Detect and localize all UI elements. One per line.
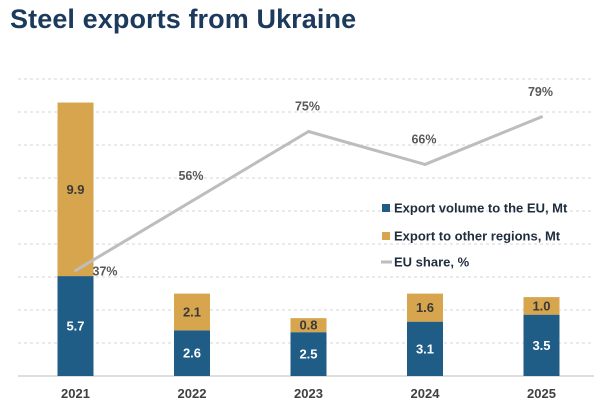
bar-eu-2021 (57, 276, 94, 376)
bar-other-2023 (290, 318, 327, 333)
data-labels: 5.7 9.9 2.6 2.1 2.5 0.8 3.1 1.6 3.5 1.0 37% 56% 75% 6… (66, 85, 553, 362)
legend-label: Export volume to the EU, Mt (394, 201, 568, 216)
bar-label-other-2021: 9.9 (66, 182, 84, 197)
eu-share-label-2024: 66% (411, 132, 436, 146)
eu-share-point-2024 (423, 162, 427, 166)
bar-eu-2022 (174, 330, 210, 376)
legend-item-eu-share: EU share, % (381, 255, 470, 270)
x-tick-2021: 2021 (61, 386, 90, 401)
legend-swatch (382, 232, 390, 240)
eu-share-label-2025: 79% (528, 85, 553, 99)
legend-swatch (382, 204, 390, 212)
bar-series (57, 102, 560, 376)
eu-share-label-2022: 56% (178, 169, 203, 183)
x-axis-ticks: 2021 2022 2023 2024 2025 (61, 386, 556, 401)
eu-share-point-2023 (307, 130, 310, 133)
eu-share-label-2021: 37% (93, 265, 118, 279)
legend-item-eu-volume: Export volume to the EU, Mt (382, 201, 568, 216)
legend-label: Export to other regions, Mt (394, 229, 561, 244)
x-tick-2023: 2023 (294, 386, 323, 401)
bar-label-eu-2021: 5.7 (66, 319, 84, 334)
eu-share-line (74, 115, 543, 273)
legend-label: EU share, % (394, 255, 470, 270)
bar-label-other-2025: 1.0 (532, 298, 550, 313)
x-tick-2022: 2022 (178, 386, 207, 401)
bar-label-eu-2022: 2.6 (183, 346, 201, 361)
bar-eu-2024 (407, 321, 443, 376)
eu-share-point-2021 (74, 269, 77, 273)
x-tick-2025: 2025 (527, 386, 556, 401)
bar-other-2024 (407, 293, 443, 322)
chart-title: Steel exports from Ukraine (10, 4, 357, 34)
bar-other-2021 (57, 102, 94, 277)
bar-label-eu-2023: 2.5 (299, 347, 317, 362)
bar-label-eu-2025: 3.5 (532, 338, 550, 353)
bar-label-other-2022: 2.1 (183, 305, 201, 320)
bar-label-other-2023: 0.8 (299, 318, 317, 333)
legend-item-other-regions: Export to other regions, Mt (382, 229, 561, 244)
bar-other-2022 (174, 293, 210, 331)
bar-label-other-2024: 1.6 (416, 300, 434, 315)
bar-label-eu-2024: 3.1 (416, 341, 434, 356)
x-tick-2024: 2024 (411, 386, 441, 401)
eu-share-point-2025 (540, 115, 543, 119)
eu-share-label-2023: 75% (295, 100, 320, 114)
legend: Export volume to the EU, Mt Export to oth… (381, 201, 568, 270)
bar-eu-2023 (290, 332, 327, 376)
bar-eu-2025 (523, 314, 560, 376)
eu-share-point-2022 (190, 199, 194, 203)
eu-share-polyline (74, 115, 543, 272)
bar-other-2025 (523, 297, 560, 315)
